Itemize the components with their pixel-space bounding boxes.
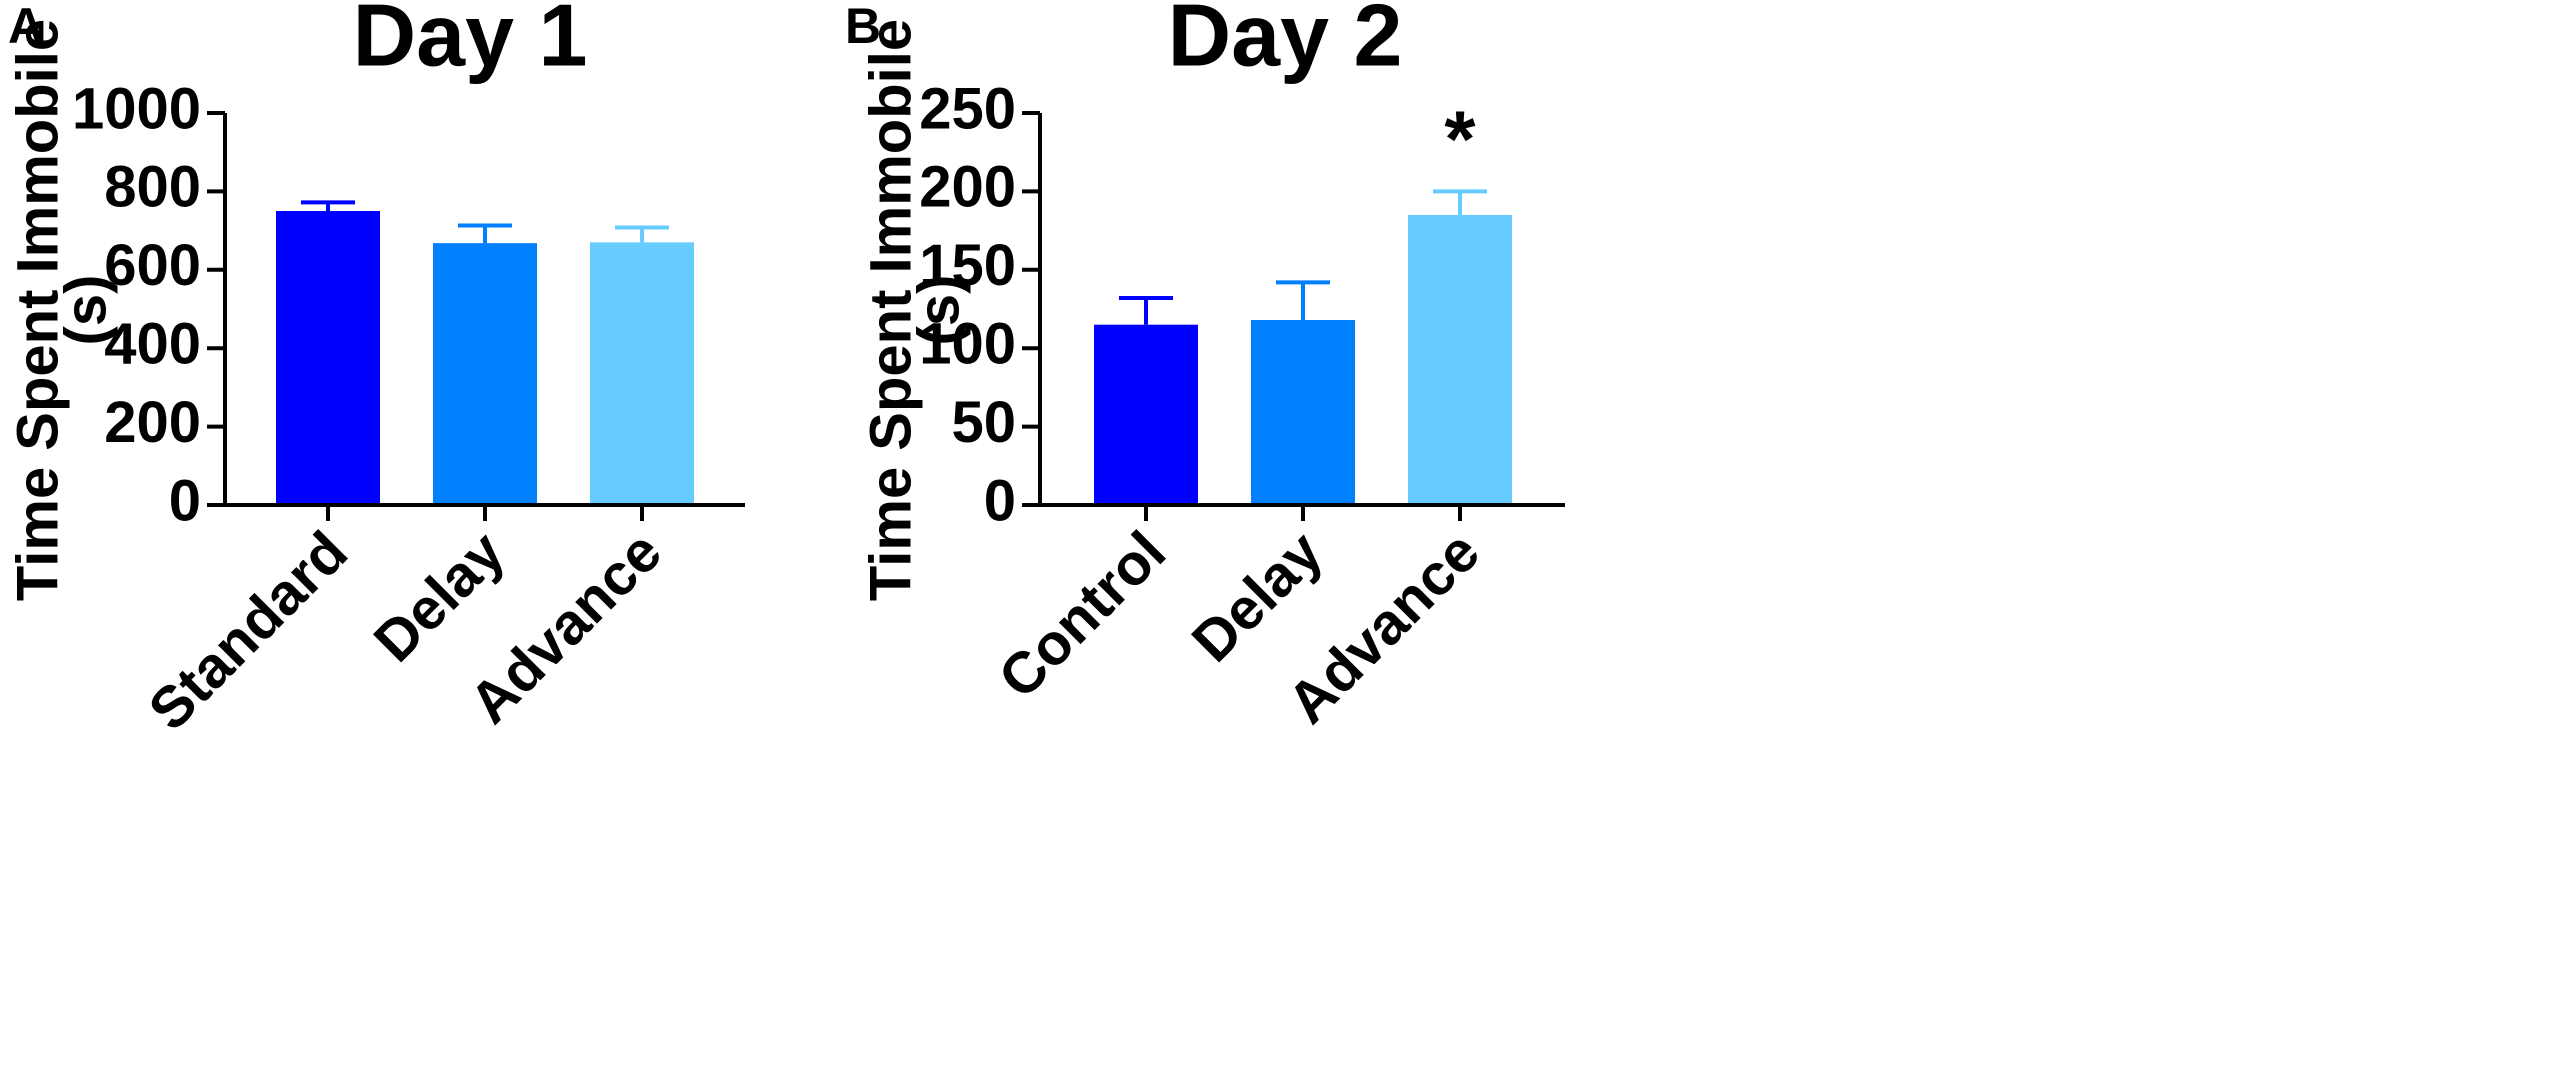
- y-tick-label: 0: [169, 468, 201, 533]
- panel-b: B Day 2 Time Spent Immobile(s) Control Delay…: [845, 0, 1565, 736]
- x-tick-label: Delay: [362, 519, 517, 674]
- chart-title: Day 1: [353, 0, 588, 84]
- bar: [590, 242, 694, 506]
- y-axis-label-unit: (s): [53, 275, 118, 346]
- bar: [276, 211, 380, 505]
- panel-label: A: [8, 0, 44, 54]
- y-tick-label: 200: [919, 155, 1016, 220]
- y-axis-label: Time Spent Immobile: [858, 19, 923, 601]
- y-tick-label: 800: [104, 155, 201, 220]
- y-tick-label: 150: [919, 233, 1016, 298]
- y-tick-label: 100: [919, 312, 1016, 377]
- panel-a: A Day 1 Time Spent Immobile(s) Standard Dela…: [5, 0, 745, 743]
- y-tick-label: 1000: [72, 76, 201, 141]
- bar: [433, 243, 537, 506]
- x-tick-label: Delay: [1180, 519, 1335, 674]
- x-tick-label: Standard: [136, 519, 360, 743]
- significance-annotation: *: [1444, 94, 1476, 183]
- y-tick-label: 400: [104, 312, 201, 377]
- y-axis-label-unit: (s): [906, 275, 971, 346]
- y-tick-label: 0: [984, 468, 1016, 533]
- panel-label: B: [845, 0, 881, 54]
- y-tick-label: 50: [951, 390, 1016, 455]
- bar: [1094, 324, 1198, 505]
- x-tick-label: Control: [986, 519, 1178, 711]
- y-axis-label: Time Spent Immobile: [5, 19, 70, 601]
- y-tick-label: 600: [104, 233, 201, 298]
- y-tick-label: 250: [919, 76, 1016, 141]
- bar: [1408, 214, 1512, 506]
- chart-title: Day 2: [1168, 0, 1403, 84]
- bar: [1251, 319, 1355, 505]
- y-tick-label: 200: [104, 390, 201, 455]
